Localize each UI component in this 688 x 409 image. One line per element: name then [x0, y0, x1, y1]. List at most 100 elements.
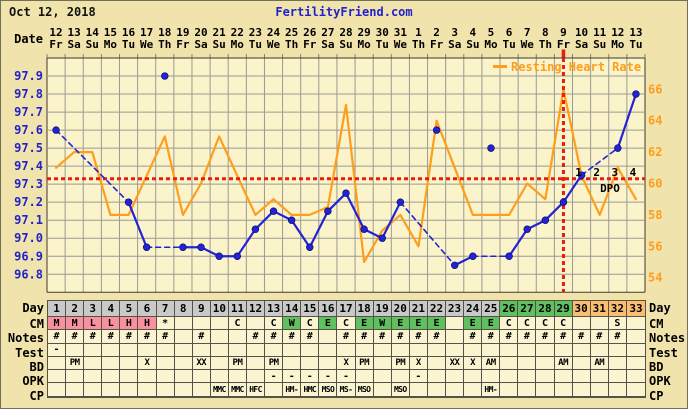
day-cell-day-21[interactable]: 21 [409, 301, 428, 317]
test-cell-day-1[interactable]: - [48, 343, 67, 357]
cm-cell-day-2[interactable]: M [66, 317, 85, 331]
opk-cell-day-21[interactable]: - [409, 370, 428, 384]
notes-cell-day-25[interactable]: # [482, 330, 501, 344]
bd-cell-day-3[interactable] [84, 356, 103, 371]
cm-cell-day-30[interactable] [572, 317, 591, 331]
bd-cell-day-25[interactable]: AM [482, 356, 501, 371]
notes-cell-day-18[interactable]: # [355, 330, 374, 344]
bd-cell-day-7[interactable] [156, 356, 175, 371]
opk-cell-day-28[interactable] [536, 370, 555, 384]
notes-cell-day-26[interactable]: # [500, 330, 519, 344]
notes-cell-day-12[interactable]: # [247, 330, 266, 344]
cm-cell-day-24[interactable]: E [464, 317, 483, 331]
cm-cell-day-13[interactable]: C [265, 317, 284, 331]
opk-cell-day-2[interactable] [66, 370, 85, 384]
notes-cell-day-4[interactable]: # [102, 330, 121, 344]
test-cell-day-4[interactable] [102, 343, 121, 357]
notes-cell-day-6[interactable]: # [138, 330, 157, 344]
notes-cell-day-13[interactable]: # [265, 330, 284, 344]
opk-cell-day-1[interactable] [48, 370, 67, 384]
bd-cell-day-22[interactable] [427, 356, 446, 371]
opk-cell-day-15[interactable]: - [301, 370, 320, 384]
cm-cell-day-6[interactable]: H [138, 317, 157, 331]
bd-cell-day-24[interactable]: X [464, 356, 483, 371]
day-cell-day-3[interactable]: 3 [84, 301, 103, 317]
cm-cell-day-23[interactable] [446, 317, 465, 331]
cp-cell-day-16[interactable]: MSO [319, 383, 338, 397]
test-cell-day-21[interactable] [409, 343, 428, 357]
day-cell-day-4[interactable]: 4 [102, 301, 121, 317]
bd-cell-day-1[interactable] [48, 356, 67, 371]
opk-cell-day-29[interactable] [554, 370, 573, 384]
opk-cell-day-19[interactable] [373, 370, 392, 384]
test-cell-day-17[interactable] [337, 343, 356, 357]
day-cell-day-17[interactable]: 17 [337, 301, 356, 317]
cm-cell-day-17[interactable]: C [337, 317, 356, 331]
test-cell-day-19[interactable] [373, 343, 392, 357]
opk-cell-day-4[interactable] [102, 370, 121, 384]
cp-cell-day-30[interactable] [572, 383, 591, 397]
bd-cell-day-4[interactable] [102, 356, 121, 371]
bd-cell-day-27[interactable] [518, 356, 537, 371]
day-cell-day-26[interactable]: 26 [500, 301, 519, 317]
bd-cell-day-12[interactable] [247, 356, 266, 371]
cm-cell-day-28[interactable]: C [536, 317, 555, 331]
notes-cell-day-33[interactable] [626, 330, 645, 344]
cm-cell-day-21[interactable]: E [409, 317, 428, 331]
test-cell-day-2[interactable] [66, 343, 85, 357]
cm-cell-day-20[interactable]: E [391, 317, 410, 331]
cm-cell-day-1[interactable]: M [48, 317, 67, 331]
test-cell-day-29[interactable] [554, 343, 573, 357]
test-cell-day-30[interactable] [572, 343, 591, 357]
opk-cell-day-20[interactable] [391, 370, 410, 384]
bd-cell-day-17[interactable]: X [337, 356, 356, 371]
opk-cell-day-16[interactable]: - [319, 370, 338, 384]
bd-cell-day-13[interactable]: PM [265, 356, 284, 371]
day-cell-day-12[interactable]: 12 [247, 301, 266, 317]
cp-cell-day-15[interactable]: HMC [301, 383, 320, 397]
notes-cell-day-14[interactable]: # [283, 330, 302, 344]
opk-cell-day-26[interactable] [500, 370, 519, 384]
cp-cell-day-17[interactable]: MS- [337, 383, 356, 397]
cm-cell-day-5[interactable]: H [120, 317, 139, 331]
day-cell-day-11[interactable]: 11 [228, 301, 247, 317]
test-cell-day-31[interactable] [590, 343, 609, 357]
cp-cell-day-23[interactable] [446, 383, 465, 397]
day-cell-day-18[interactable]: 18 [355, 301, 374, 317]
test-cell-day-7[interactable] [156, 343, 175, 357]
opk-cell-day-32[interactable] [608, 370, 627, 384]
opk-cell-day-8[interactable] [174, 370, 193, 384]
bd-cell-day-29[interactable]: AM [554, 356, 573, 371]
bd-cell-day-11[interactable]: PM [228, 356, 247, 371]
site-title-link[interactable]: FertilityFriend.com [275, 5, 413, 19]
opk-cell-day-18[interactable] [355, 370, 374, 384]
bd-cell-day-19[interactable] [373, 356, 392, 371]
bd-cell-day-26[interactable] [500, 356, 519, 371]
notes-cell-day-3[interactable]: # [84, 330, 103, 344]
cm-cell-day-4[interactable]: L [102, 317, 121, 331]
cp-cell-day-31[interactable] [590, 383, 609, 397]
opk-cell-day-11[interactable] [228, 370, 247, 384]
cp-cell-day-28[interactable] [536, 383, 555, 397]
cm-cell-day-12[interactable] [247, 317, 266, 331]
test-cell-day-26[interactable] [500, 343, 519, 357]
cm-cell-day-32[interactable]: S [608, 317, 627, 331]
cp-cell-day-8[interactable] [174, 383, 193, 397]
opk-cell-day-6[interactable] [138, 370, 157, 384]
bd-cell-day-2[interactable]: PM [66, 356, 85, 371]
day-cell-day-29[interactable]: 29 [554, 301, 573, 317]
cp-cell-day-21[interactable] [409, 383, 428, 397]
test-cell-day-12[interactable] [247, 343, 266, 357]
opk-cell-day-3[interactable] [84, 370, 103, 384]
cm-cell-day-15[interactable]: C [301, 317, 320, 331]
cm-cell-day-25[interactable]: E [482, 317, 501, 331]
day-cell-day-22[interactable]: 22 [427, 301, 446, 317]
opk-cell-day-24[interactable] [464, 370, 483, 384]
cp-cell-day-29[interactable] [554, 383, 573, 397]
cp-cell-day-22[interactable] [427, 383, 446, 397]
test-cell-day-23[interactable] [446, 343, 465, 357]
cp-cell-day-24[interactable] [464, 383, 483, 397]
opk-cell-day-23[interactable] [446, 370, 465, 384]
day-cell-day-10[interactable]: 10 [210, 301, 229, 317]
notes-cell-day-8[interactable] [174, 330, 193, 344]
